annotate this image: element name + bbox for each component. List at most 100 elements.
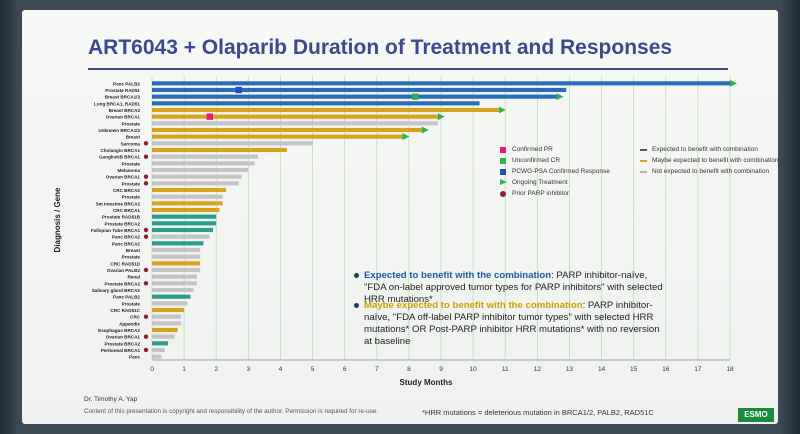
bar-label: Ovarian BRCA1 [106,335,141,340]
x-tick-label: 12 [534,366,542,373]
bar [152,321,181,326]
bar-label: Ovarian PALB2 [107,268,141,273]
prior-parp-marker [143,314,149,319]
bar-label: Sarcoma [121,141,141,146]
prior-parp-marker [143,227,149,233]
prior-parp-marker [143,154,149,159]
bar [152,141,313,146]
bar-label: Panc BRCA2 [112,241,141,246]
bar-label: Ovarian BRCA1 [106,175,141,180]
x-tick-label: 16 [662,366,670,373]
bar-label: Prostate [122,181,141,186]
x-tick-label: 18 [726,366,734,373]
bar-label: Salivary gland BRCA2 [92,288,141,293]
prior-parp-marker [143,281,149,286]
bar [152,287,194,293]
bar [152,294,191,299]
x-tick-label: 9 [439,366,443,373]
title-underline [88,68,728,70]
bar [152,354,162,359]
bar [152,187,226,193]
x-tick-label: 10 [469,366,477,373]
legend-label: Ongoing Treatment [512,179,568,186]
bar [152,227,214,233]
bar [152,347,165,353]
bar [152,241,204,246]
bar [152,247,201,253]
x-tick-label: 2 [214,366,218,373]
x-tick-label: 15 [630,366,638,373]
bar [152,214,217,219]
bar [152,134,403,139]
bar [152,147,287,153]
bar [152,161,255,166]
x-tick-label: 0 [150,366,154,373]
legend-label: Unconfirmed CR [512,157,561,164]
bar [152,101,480,106]
prior-parp-marker [143,347,149,353]
slide: ART6043 + Olaparib Duration of Treatment… [22,10,778,424]
bar [152,281,197,286]
bullet-expected-benefit: Expected to benefit with the combination… [354,270,664,306]
prior-parp-marker [143,234,149,239]
bar-label: Melanoma [118,168,141,173]
x-tick-label: 1 [182,366,186,373]
x-tick-label: 4 [279,366,283,373]
legend-square-icon [500,147,506,153]
legend-label: Expected to benefit with combination [652,146,758,153]
response-marker [412,93,419,100]
x-tick-label: 13 [566,366,574,373]
bar [152,307,185,313]
x-axis-label: Study Months [400,378,453,387]
response-marker [206,113,213,120]
ongoing-treatment-arrow [498,106,506,114]
bullet-text: : PARP inhibitor-naïve, "FDA on-label ap… [364,270,663,305]
x-tick-label: 7 [375,366,379,373]
bar-label: CRC RAD51D [110,261,140,266]
legend-label: Maybe expected to benefit with combinati… [652,157,778,164]
bullet-highlight: Expected to benefit with the combination [364,270,552,281]
bar [152,301,188,306]
bar [152,121,438,126]
bar-label: Panc PALB2 [113,81,140,86]
bar-label: CRC RAD51C [110,308,140,313]
bar [152,261,201,266]
hrr-footnote: *HRR mutations = deleterious mutation in… [422,408,654,417]
bar-label: Prostate BRCA2 [105,221,141,226]
bar-label: Esophagus BRCA2 [98,328,140,333]
legend-line-icon [640,149,647,151]
bar-label: Breast [126,135,141,140]
bar-label: Prostate BRCA2 [105,341,141,346]
bar-label: Prostate RAD51 [105,88,140,93]
bar [152,201,223,206]
ongoing-treatment-arrow [556,93,564,101]
prior-parp-marker [143,141,149,146]
prior-parp-marker [143,174,149,179]
ongoing-treatment-arrow [437,113,445,121]
presenter-name: Dr. Timothy A. Yap [84,396,138,403]
bar [152,114,438,119]
bar-label: Prostate BRCA2 [105,281,141,286]
prior-parp-marker [143,267,149,273]
bar-label: Breast BRCA2 [109,108,141,113]
bar [152,107,499,113]
legend-label: Not expected to benefit with combination [652,168,770,175]
legend-label: Prior PARP inhibitor [512,190,570,197]
esmo-logo: ESMO [738,408,774,422]
bar-label: Lung BRCA1, RAD51 [94,101,140,106]
legend-line-icon [640,171,647,173]
bar [152,254,201,259]
bar-label: Panc [129,355,140,360]
x-tick-label: 5 [311,366,315,373]
bar-label: Panc PALB2 [113,295,140,300]
legend-square-icon [500,169,506,175]
y-axis-label: Diagnosis / Gene [53,187,62,252]
legend-square-icon [500,158,506,164]
x-tick-label: 11 [502,366,509,373]
x-tick-label: 17 [694,366,702,373]
bar [152,127,422,133]
legend-circle-icon [500,191,506,197]
bar [152,334,175,339]
bar-label: Prostate [122,255,141,260]
